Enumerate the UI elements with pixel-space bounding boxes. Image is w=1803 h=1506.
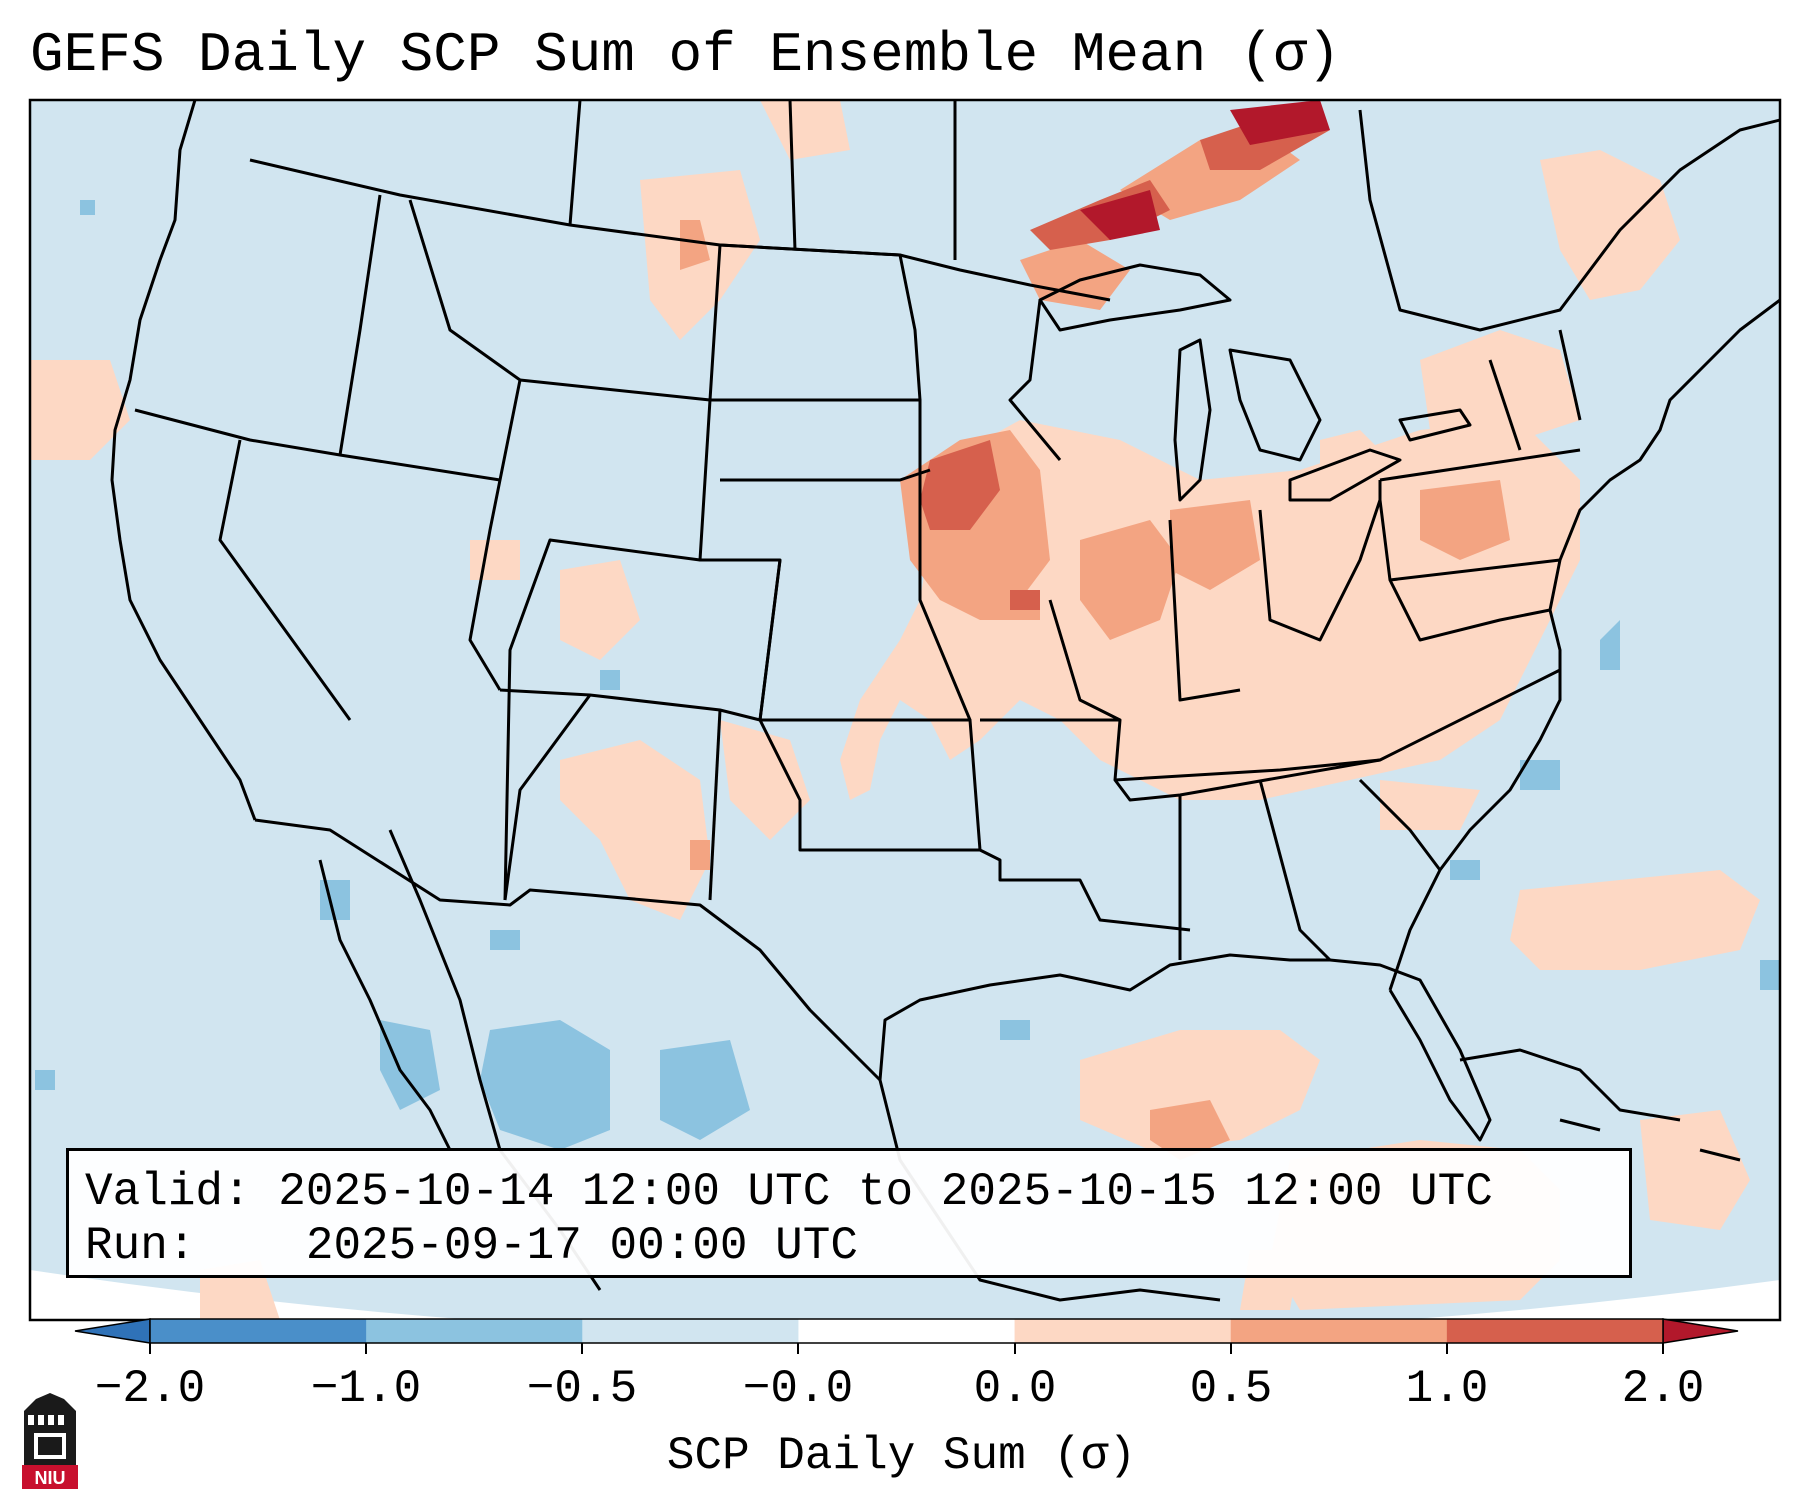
colorbar-bin	[1230, 1319, 1448, 1343]
colorbar-tick-label: 1.0	[1405, 1363, 1489, 1415]
colorbar-tick-label: −0.0	[742, 1363, 854, 1415]
colorbar-label: SCP Daily Sum (σ)	[666, 1430, 1137, 1482]
colorbar-tick-label: 0.0	[973, 1363, 1057, 1415]
west-coast-line	[110, 100, 257, 821]
anomaly-field-negative	[35, 200, 1780, 1150]
colorbar-under-extension	[74, 1318, 151, 1344]
run-value: 2025-09-17 00:00 UTC	[305, 1220, 858, 1272]
colorbar-bin	[1446, 1319, 1664, 1343]
gulf-coast-line	[878, 953, 1492, 1142]
validity-info-box: Valid: 2025-10-14 12:00 UTC to 2025-10-1…	[66, 1148, 1632, 1278]
colorbar-frame	[149, 1318, 1664, 1344]
anomaly-field-extreme-positive	[1080, 100, 1330, 240]
valid-time-line: Valid: 2025-10-14 12:00 UTC to 2025-10-1…	[85, 1165, 1493, 1219]
colorbar-tick-label: −1.0	[310, 1363, 422, 1415]
colorbar-tick-label: 2.0	[1621, 1363, 1705, 1415]
lake-michigan	[1173, 338, 1212, 502]
colorbar-tick-label: −0.5	[526, 1363, 638, 1415]
chart-title: GEFS Daily SCP Sum of Ensemble Mean (σ)	[30, 23, 1341, 87]
lake-erie	[1288, 448, 1402, 502]
run-time-line: Run: 2025-09-17 00:00 UTC	[85, 1219, 858, 1273]
colorbar-bin	[582, 1319, 799, 1343]
atlantic-coast-line	[1388, 298, 1780, 991]
us-mexico-border	[254, 818, 882, 1082]
colorbar-bin	[150, 1319, 367, 1343]
colorbar-bin	[366, 1319, 583, 1343]
valid-value: 2025-10-14 12:00 UTC to 2025-10-15 12:00…	[278, 1166, 1493, 1218]
colorbar-over-extension	[1662, 1318, 1739, 1344]
lake-huron	[1228, 348, 1322, 462]
run-label: Run:	[85, 1220, 196, 1272]
colorbar-bin	[1014, 1319, 1232, 1343]
colorbar-ticks	[149, 1343, 1664, 1354]
colorbar-tick-label: −2.0	[94, 1363, 206, 1415]
logo-text: NIU	[35, 1468, 66, 1488]
niu-castle-logo-icon: NIU	[22, 1393, 78, 1489]
lake-superior	[1038, 263, 1232, 332]
valid-label: Valid:	[85, 1166, 251, 1218]
lake-ontario	[1398, 408, 1472, 442]
colorbar-tick-label: 0.5	[1189, 1363, 1273, 1415]
colorbar-bin	[798, 1319, 1016, 1343]
colorbar	[74, 1318, 1739, 1354]
